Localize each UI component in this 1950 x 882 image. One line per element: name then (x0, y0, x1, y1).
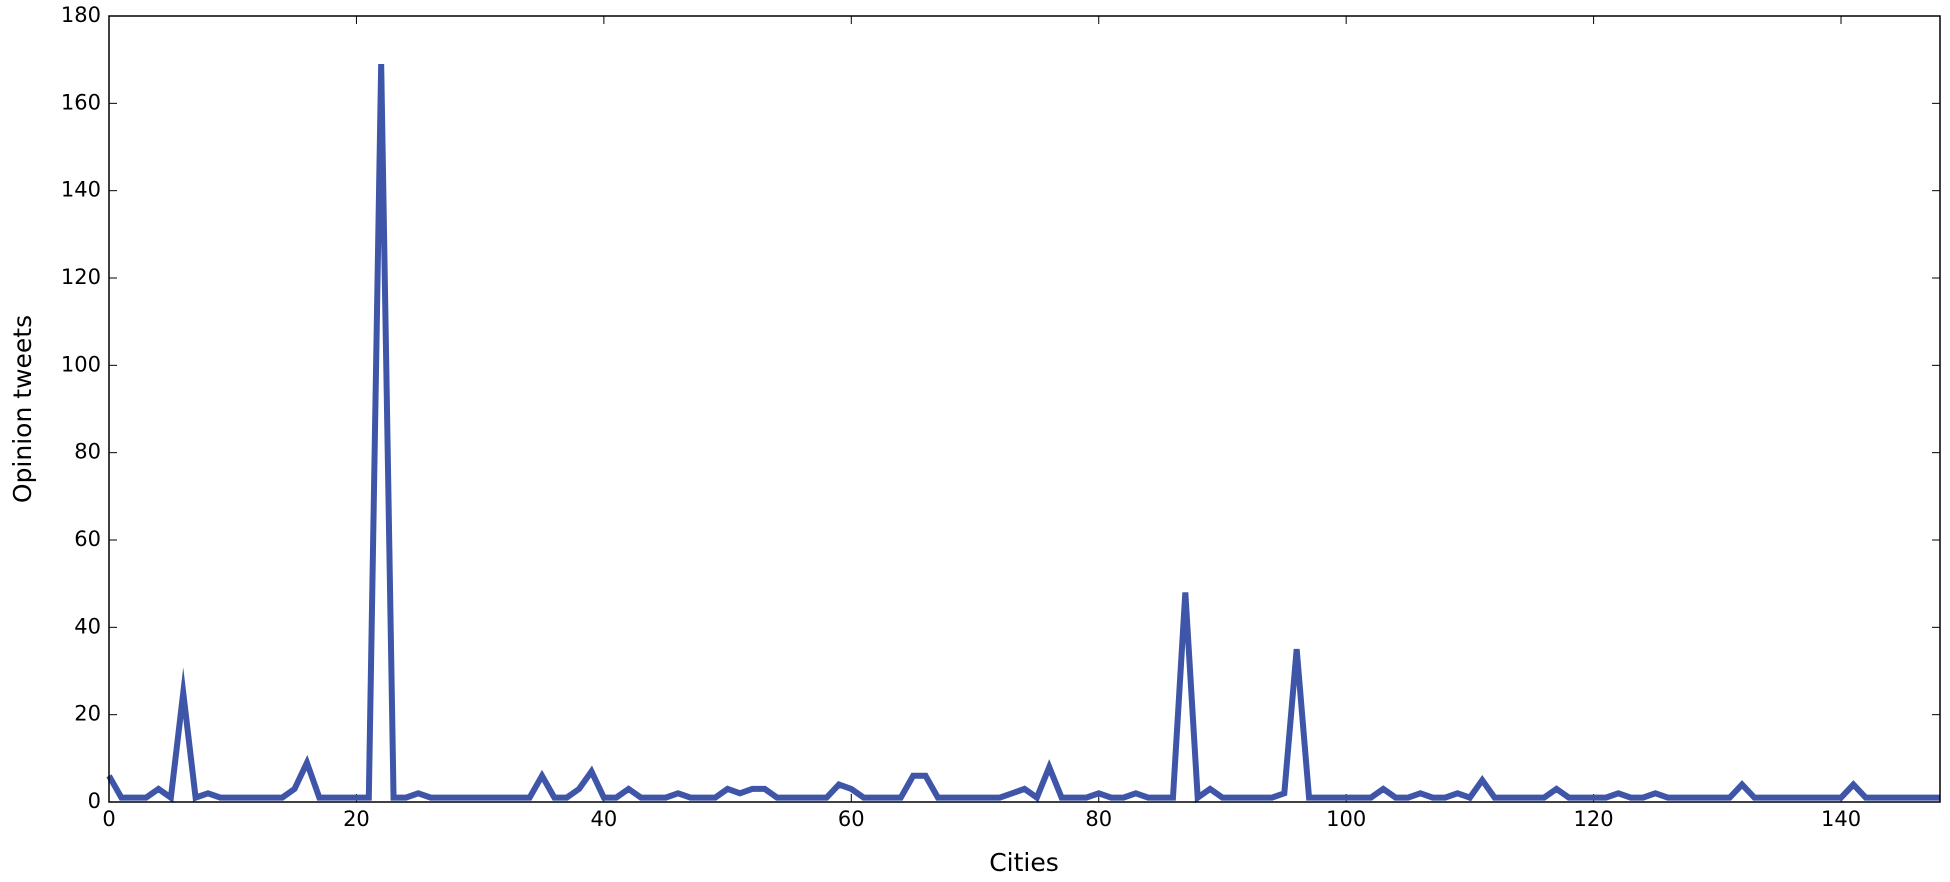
x-tick-label: 40 (590, 807, 617, 831)
x-tick-label: 120 (1574, 807, 1614, 831)
y-tick-label: 20 (74, 702, 101, 726)
y-tick-label: 120 (61, 265, 101, 289)
y-tick-label: 60 (74, 527, 101, 551)
x-tick-label: 100 (1326, 807, 1366, 831)
y-tick-label: 80 (74, 440, 101, 464)
x-tick-label: 80 (1085, 807, 1112, 831)
x-tick-label: 0 (102, 807, 115, 831)
y-tick-label: 180 (61, 3, 101, 27)
y-tick-label: 160 (61, 90, 101, 114)
x-axis-label: Cities (989, 848, 1059, 877)
y-tick-label: 140 (61, 178, 101, 202)
x-tick-label: 60 (838, 807, 865, 831)
x-tick-label: 20 (343, 807, 370, 831)
y-axis-label: Opinion tweets (8, 315, 37, 503)
y-tick-label: 40 (74, 614, 101, 638)
y-tick-label: 100 (61, 352, 101, 376)
x-tick-label: 140 (1821, 807, 1861, 831)
y-tick-label: 0 (88, 789, 101, 813)
line-series (106, 63, 1940, 804)
plot-frame (108, 15, 1941, 803)
